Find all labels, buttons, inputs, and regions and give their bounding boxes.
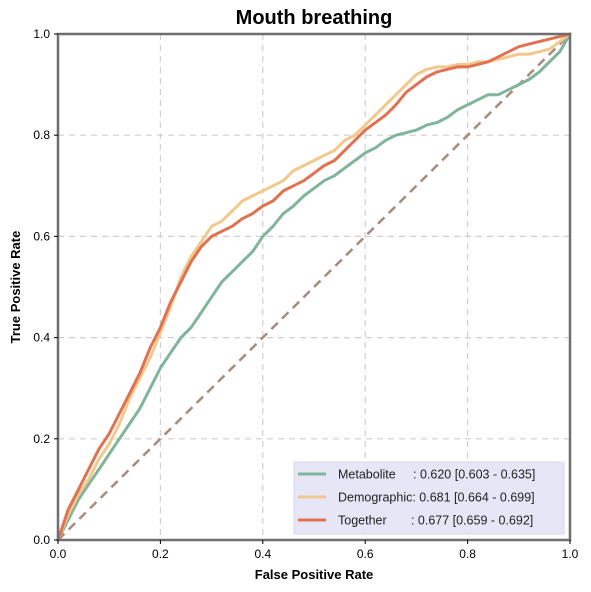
legend-box (293, 461, 565, 535)
legend-label-metabolite: Metabolite : 0.620 [0.603 - 0.635] (338, 468, 535, 482)
y-tick-label: 0.6 (33, 229, 50, 243)
series-layer (56, 32, 572, 542)
x-axis-ticks: 0.0 0.2 0.4 0.6 0.8 1.0 (50, 540, 579, 561)
roc-line-metabolite (56, 32, 572, 542)
y-tick-label: 0.8 (33, 128, 50, 142)
x-tick-label: 0.4 (254, 547, 271, 561)
x-tick-label: 0.2 (152, 547, 169, 561)
x-axis-label: False Positive Rate (255, 567, 374, 582)
legend: Metabolite : 0.620 [0.603 - 0.635] Demogr… (293, 461, 565, 535)
x-tick-label: 0.0 (50, 547, 67, 561)
legend-label-demographic: Demographic: 0.681 [0.664 - 0.699] (338, 491, 535, 505)
y-axis-label: True Positive Rate (8, 231, 23, 344)
grid (58, 34, 570, 540)
x-tick-label: 1.0 (562, 547, 579, 561)
x-tick-label: 0.8 (459, 547, 476, 561)
plot-frame (56, 32, 572, 542)
roc-line-together (56, 32, 572, 542)
y-tick-label: 0.0 (33, 533, 50, 547)
y-tick-label: 0.4 (33, 331, 50, 345)
y-axis-ticks: 0.0 0.2 0.4 0.6 0.8 1.0 (33, 27, 58, 547)
chart-title: Mouth breathing (236, 7, 393, 29)
legend-label-together: Together : 0.677 [0.659 - 0.692] (338, 514, 533, 528)
y-tick-label: 1.0 (33, 27, 50, 41)
x-tick-label: 0.6 (357, 547, 374, 561)
y-tick-label: 0.2 (33, 432, 50, 446)
